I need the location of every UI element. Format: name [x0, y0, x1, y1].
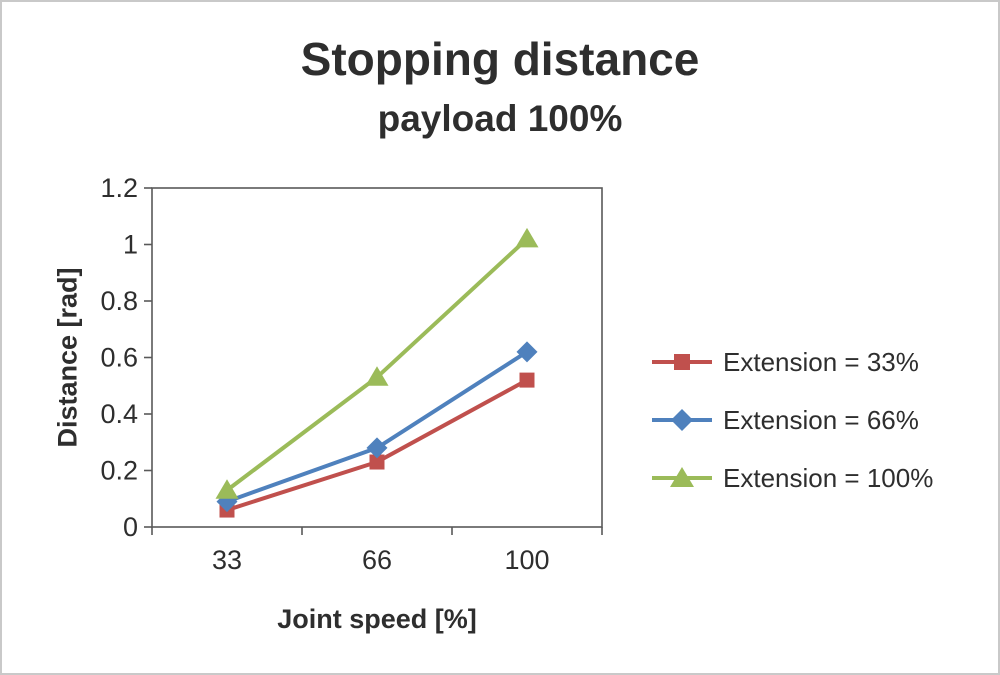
x-axis-title: Joint speed [%]: [277, 604, 477, 634]
marker-diamond: [516, 341, 538, 363]
y-tick-label: 1: [123, 230, 138, 260]
legend-sample-triangle-icon: [652, 467, 712, 487]
legend-item: Extension = 33%: [650, 344, 933, 380]
legend-item: Extension = 66%: [650, 402, 933, 438]
chart-legend: Extension = 33% Extension = 66% Extensio…: [650, 344, 933, 496]
y-tick-label: 0.6: [100, 343, 138, 373]
plot-border: [151, 187, 603, 528]
chart-title: Stopping distance: [300, 33, 700, 85]
marker-triangle: [215, 479, 239, 499]
marker-triangle: [515, 227, 539, 248]
marker-triangle: [365, 366, 389, 386]
y-axis-title: Distance [rad]: [52, 267, 83, 448]
y-tick-label: 0: [123, 512, 138, 542]
legend-sample-square-icon: [652, 354, 712, 370]
y-tick-label: 0.8: [100, 286, 138, 316]
y-tick-label: 0.4: [100, 399, 138, 429]
legend-sample-diamond-icon: [652, 409, 712, 431]
marker-square: [369, 454, 385, 470]
marker-diamond: [366, 437, 388, 459]
series-extension-100: [215, 227, 539, 499]
x-tick-label: 33: [212, 545, 242, 575]
x-tick-label: 66: [362, 545, 392, 575]
legend-label: Extension = 66%: [723, 404, 919, 435]
legend-item: Extension = 100%: [650, 460, 933, 496]
y-tick-label: 1.2: [100, 173, 138, 203]
x-tick-label: 100: [504, 545, 549, 575]
marker-square: [519, 372, 535, 388]
y-tick-label: 0.2: [100, 456, 138, 486]
legend-label: Extension = 33%: [723, 346, 919, 377]
chart-subtitle: payload 100%: [377, 98, 623, 139]
legend-label: Extension = 100%: [723, 462, 934, 493]
